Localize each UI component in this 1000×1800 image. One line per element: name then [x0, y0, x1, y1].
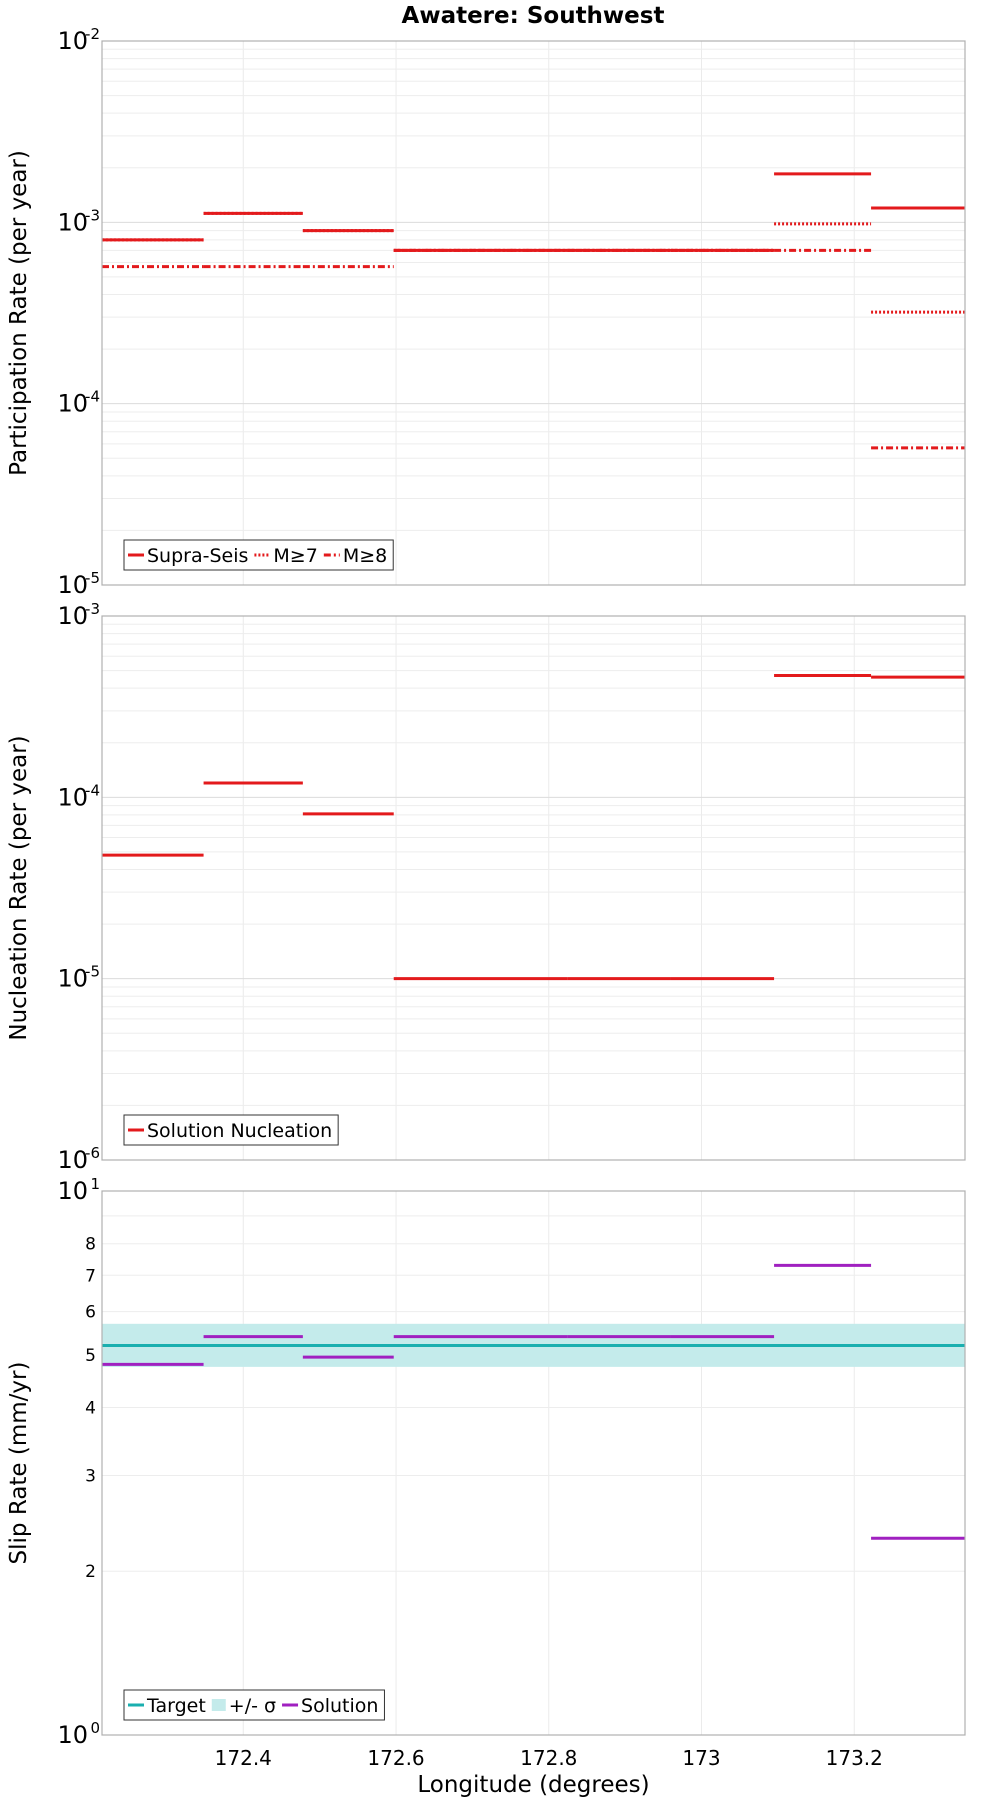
y-tick-label: 10	[57, 602, 88, 630]
y-minor-tick-label: 3	[85, 1466, 96, 1486]
plot-frame	[101, 40, 966, 586]
legend: Solution Nucleation	[123, 1114, 339, 1146]
y-tick-label: 10	[57, 208, 88, 236]
y-axis-label: Nucleation Rate (per year)	[6, 735, 32, 1040]
y-axis-label: Slip Rate (mm/yr)	[6, 1362, 32, 1565]
x-tick-label: 172.8	[520, 1746, 577, 1770]
y-minor-tick-label: 8	[85, 1235, 96, 1255]
y-tick-exponent: -3	[85, 206, 100, 224]
x-tick-label: 172.4	[215, 1746, 272, 1770]
x-tick-label: 173.2	[826, 1746, 883, 1770]
y-tick-exponent: 0	[90, 1719, 100, 1737]
legend: Target +/- σ Solution	[123, 1689, 385, 1721]
plot-frame	[101, 1190, 966, 1736]
legend-entry-label: +/- σ	[229, 1695, 276, 1717]
y-tick-exponent: -2	[85, 25, 100, 43]
y-tick-label: 10	[57, 1721, 88, 1749]
y-axis-label: Participation Rate (per year)	[6, 150, 32, 476]
y-minor-tick-label: 5	[85, 1346, 96, 1366]
legend-entry-label: M≥7	[273, 545, 317, 567]
y-tick-label: 10	[57, 27, 88, 55]
y-minor-tick-label: 6	[85, 1303, 96, 1323]
plot-frame	[101, 615, 966, 1161]
x-axis-label: Longitude (degrees)	[417, 1772, 649, 1798]
x-tick-label: 173	[682, 1746, 720, 1770]
legend-box	[123, 1689, 385, 1721]
legend-entry-label: Solution	[301, 1695, 378, 1717]
y-tick-exponent: -3	[85, 600, 100, 618]
legend-entry-label: Solution Nucleation	[147, 1120, 332, 1142]
legend-swatch	[211, 1699, 226, 1711]
y-tick-label: 10	[57, 571, 88, 599]
legend-entry-label: M≥8	[343, 545, 387, 567]
y-tick-exponent: -5	[85, 963, 100, 981]
y-tick-label: 10	[57, 390, 88, 418]
legend-box	[123, 1114, 339, 1146]
y-tick-label: 10	[57, 1146, 88, 1174]
chart-title: Awatere: Southwest	[402, 3, 665, 29]
y-tick-exponent: -4	[85, 388, 100, 406]
y-tick-exponent: -5	[85, 569, 100, 587]
legend-entry-label: Supra-Seis	[147, 545, 248, 567]
y-tick-label: 10	[57, 965, 88, 993]
y-tick-exponent: -4	[85, 781, 100, 799]
y-tick-exponent: -6	[85, 1144, 100, 1162]
y-minor-tick-label: 7	[85, 1266, 96, 1286]
y-tick-label: 10	[57, 1177, 88, 1205]
y-minor-tick-label: 2	[85, 1562, 96, 1582]
legend-entry-label: Target	[146, 1695, 206, 1717]
legend: Supra-Seis M≥7 M≥8	[123, 539, 394, 571]
y-tick-exponent: 1	[90, 1175, 100, 1193]
x-tick-label: 172.6	[367, 1746, 424, 1770]
y-tick-label: 10	[57, 783, 88, 811]
y-minor-tick-label: 4	[85, 1398, 96, 1418]
